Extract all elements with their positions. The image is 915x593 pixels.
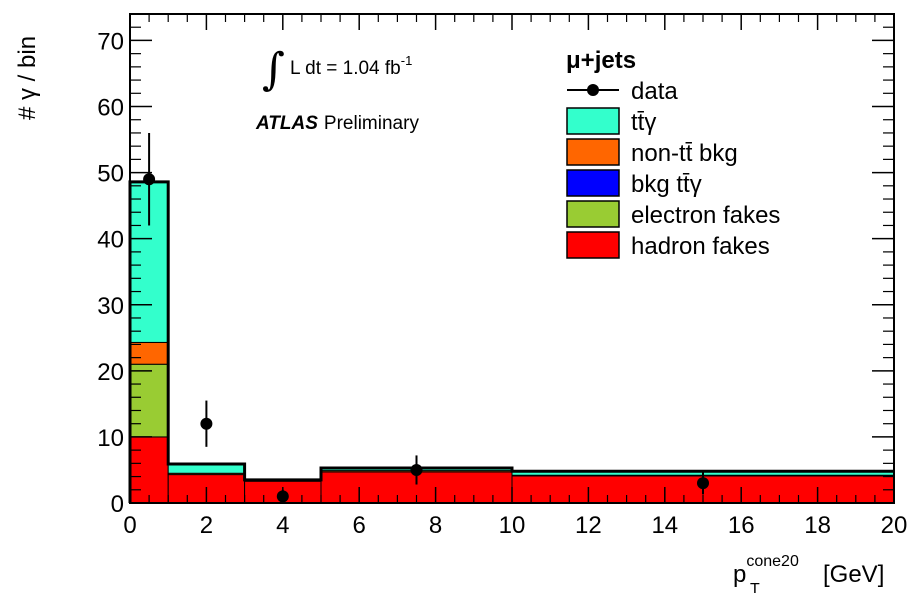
legend-swatch-5 xyxy=(566,231,620,259)
atlas-label-bold: ATLAS xyxy=(255,113,318,134)
y-tick-label-3: 30 xyxy=(97,293,124,320)
data-point-3 xyxy=(410,463,423,476)
stack-total-line xyxy=(128,180,894,503)
axis-tick-labels: 0 2 4 6 8 10 12 14 16 18 20 0 10 20 30 40 50 60 70 xyxy=(97,28,907,539)
x-axis-title-sub: T xyxy=(750,581,760,593)
x-tick-label-0: 0 xyxy=(123,512,136,539)
x-tick-label-7: 14 xyxy=(651,512,678,539)
legend: μ+jets data tt̄γ non-tt̄ bkg bkg tt̄γ electro… xyxy=(566,47,780,260)
x-tick-label-5: 10 xyxy=(499,512,526,539)
x-tick-label-1: 2 xyxy=(200,512,213,539)
atlas-label-rest: Preliminary xyxy=(324,113,420,134)
atlas-label: ATLAS Preliminary xyxy=(255,113,419,134)
x-axis-title-main: p xyxy=(733,561,746,588)
data-point-1 xyxy=(200,417,213,430)
stack-bar-0-bin-0 xyxy=(129,436,169,504)
legend-swatch-1 xyxy=(566,107,620,135)
x-tick-label-2: 4 xyxy=(276,512,289,539)
legend-entry-4: electron fakes xyxy=(631,202,780,229)
data-point-0 xyxy=(143,173,156,186)
x-axis-title: pcone20 T [GeV] xyxy=(733,553,884,593)
y-tick-label-7: 70 xyxy=(97,28,124,55)
legend-entry-2: non-tt̄ bkg xyxy=(631,140,738,167)
x-tick-label-8: 16 xyxy=(728,512,755,539)
y-tick-label-0: 0 xyxy=(111,491,124,518)
x-tick-label-4: 8 xyxy=(429,512,442,539)
lumi-annotation: L dt = 1.04 fb-1 xyxy=(290,53,412,79)
x-tick-label-9: 18 xyxy=(804,512,831,539)
legend-title: μ+jets xyxy=(566,47,636,74)
y-tick-label-2: 20 xyxy=(97,359,124,386)
data-points xyxy=(143,132,709,503)
lumi-sup: -1 xyxy=(401,53,413,68)
legend-entry-5: hadron fakes xyxy=(631,233,770,260)
stacked-histogram-fills xyxy=(129,181,895,504)
legend-entry-1: tt̄γ xyxy=(631,109,656,136)
legend-swatch-4 xyxy=(566,200,620,228)
legend-swatch-3 xyxy=(566,169,620,197)
lumi-text: L dt = 1.04 fb xyxy=(290,58,401,79)
stack-bar-1-bin-0 xyxy=(129,363,169,438)
data-point-4 xyxy=(697,477,709,490)
plot-frame xyxy=(129,13,895,504)
legend-swatch-2 xyxy=(566,138,620,166)
y-tick-label-4: 40 xyxy=(97,227,124,254)
stack-total-outline xyxy=(128,180,894,503)
x-tick-label-3: 6 xyxy=(353,512,366,539)
axis-ticks xyxy=(129,13,895,504)
y-tick-label-1: 10 xyxy=(97,425,124,452)
y-tick-label-5: 50 xyxy=(97,161,124,188)
x-axis-title-unit: [GeV] xyxy=(823,561,884,588)
legend-marker-dot xyxy=(587,84,599,96)
lumi-integral-sign: ∫ xyxy=(262,44,285,95)
x-axis-title-sup: cone20 xyxy=(746,553,799,570)
stack-bar-3-bin-0 xyxy=(129,341,169,365)
y-axis-title: # γ / bin xyxy=(14,36,41,120)
legend-entry-3: bkg tt̄γ xyxy=(631,171,702,198)
y-tick-label-6: 60 xyxy=(97,95,124,122)
x-tick-label-6: 12 xyxy=(575,512,602,539)
legend-entry-0: data xyxy=(631,78,678,105)
x-tick-label-10: 20 xyxy=(881,512,908,539)
